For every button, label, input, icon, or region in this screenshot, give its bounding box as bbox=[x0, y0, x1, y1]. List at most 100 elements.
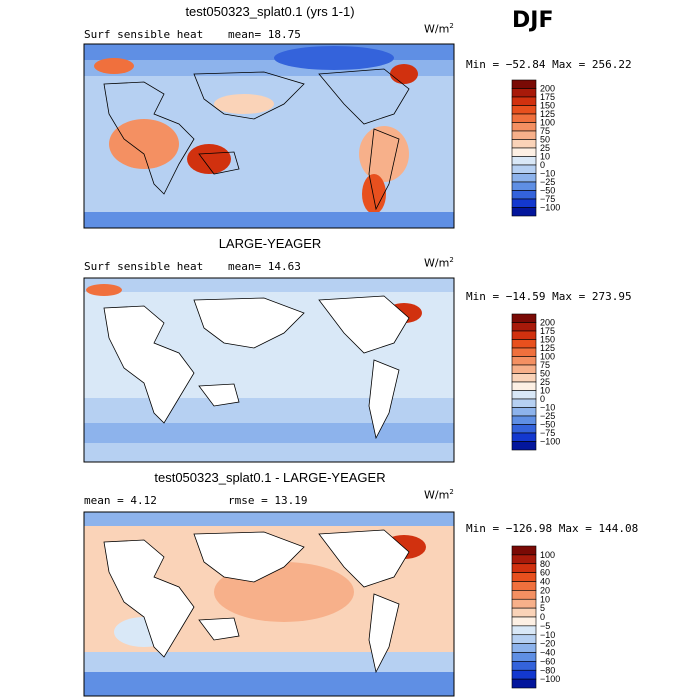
colorbar-swatch bbox=[511, 441, 537, 451]
colorbar-swatch bbox=[511, 113, 537, 123]
colorbar-label: 200 bbox=[540, 84, 555, 94]
colorbar-swatch bbox=[511, 678, 537, 689]
colorbar-swatch bbox=[511, 79, 537, 89]
panel-2-units: W/m2 bbox=[424, 256, 454, 270]
colorbar-swatch bbox=[511, 173, 537, 183]
panel-3-title: test050323_splat0.1 - LARGE-YEAGER bbox=[154, 470, 386, 485]
colorbar-label: −10 bbox=[540, 403, 555, 413]
colorbar-label: −25 bbox=[540, 411, 555, 421]
colorbar-swatch bbox=[511, 139, 537, 149]
colorbar-swatch bbox=[511, 581, 537, 591]
colorbar-swatch bbox=[511, 424, 537, 434]
colorbar-label: 10 bbox=[540, 386, 550, 396]
colorbar-label: 100 bbox=[540, 118, 555, 128]
colorbar-label: −75 bbox=[540, 428, 555, 438]
colorbar-swatch bbox=[511, 545, 537, 556]
colorbar-label: 200 bbox=[540, 318, 555, 328]
colorbar-label: −50 bbox=[540, 420, 555, 430]
colorbar-swatch bbox=[511, 652, 537, 662]
colorbar-swatch bbox=[511, 572, 537, 582]
panel-3-units: W/m2 bbox=[424, 488, 454, 502]
season-label: DJF bbox=[512, 8, 554, 33]
colorbar-swatch bbox=[511, 661, 537, 671]
colorbar-label: 10 bbox=[540, 594, 550, 604]
colorbar-label: −60 bbox=[540, 656, 555, 666]
panel-2-mean: mean= 14.63 bbox=[228, 260, 301, 273]
colorbar-label: −80 bbox=[540, 665, 555, 675]
colorbar-label: 150 bbox=[540, 335, 555, 345]
colorbar-label: 75 bbox=[540, 126, 550, 136]
panel-1-map bbox=[83, 43, 455, 229]
colorbar-label: 20 bbox=[540, 585, 550, 595]
colorbar-label: 40 bbox=[540, 577, 550, 587]
colorbar-swatch bbox=[511, 643, 537, 653]
colorbar-swatch bbox=[511, 407, 537, 417]
colorbar-swatch bbox=[511, 563, 537, 573]
colorbar-label: 125 bbox=[540, 109, 555, 119]
colorbar-swatch bbox=[511, 130, 537, 140]
colorbar-swatch bbox=[511, 616, 537, 627]
colorbar-label: −100 bbox=[540, 437, 560, 447]
colorbar-label: 60 bbox=[540, 568, 550, 578]
colorbar-swatch bbox=[511, 322, 537, 332]
colorbar-label: −5 bbox=[540, 621, 550, 631]
colorbar-swatch bbox=[511, 554, 537, 565]
colorbar-label: 150 bbox=[540, 101, 555, 111]
colorbar-swatch bbox=[511, 415, 537, 425]
colorbar-label: 125 bbox=[540, 343, 555, 353]
colorbar-swatch bbox=[511, 122, 537, 132]
colorbar-label: 75 bbox=[540, 360, 550, 370]
colorbar-label: 100 bbox=[540, 352, 555, 362]
colorbar-swatch bbox=[511, 347, 537, 357]
colorbar-label: −50 bbox=[540, 186, 555, 196]
colorbar-swatch bbox=[511, 147, 537, 157]
colorbar-swatch bbox=[511, 105, 537, 115]
panel-3-mean: mean = 4.12 bbox=[84, 494, 157, 507]
colorbar-swatch bbox=[511, 313, 537, 323]
colorbar-label: −75 bbox=[540, 194, 555, 204]
colorbar-swatch bbox=[511, 181, 537, 191]
colorbar-swatch bbox=[511, 669, 537, 680]
panel-1-mean: mean= 18.75 bbox=[228, 28, 301, 41]
colorbar-label: 175 bbox=[540, 326, 555, 336]
colorbar-swatch bbox=[511, 156, 537, 166]
colorbar-swatch bbox=[511, 607, 537, 618]
colorbar-label: −100 bbox=[540, 203, 560, 213]
colorbar-swatch bbox=[511, 381, 537, 391]
panel-3-minmax: Min = −126.98 Max = 144.08 bbox=[466, 522, 639, 535]
panel-2-map bbox=[83, 277, 455, 463]
colorbar-swatch bbox=[511, 88, 537, 98]
colorbar-swatch bbox=[511, 330, 537, 340]
colorbar-swatch bbox=[511, 96, 537, 106]
colorbar-swatch bbox=[511, 164, 537, 174]
colorbar-label: −40 bbox=[540, 648, 555, 658]
colorbar-label: 100 bbox=[540, 550, 555, 560]
colorbar-label: −10 bbox=[540, 630, 555, 640]
colorbar-label: 0 bbox=[540, 394, 545, 404]
colorbar-swatch bbox=[511, 198, 537, 208]
panel-3-rmse: rmse = 13.19 bbox=[228, 494, 308, 507]
colorbar-swatch bbox=[511, 634, 537, 644]
colorbar-swatch bbox=[511, 207, 537, 217]
colorbar-label: 25 bbox=[540, 143, 550, 153]
panel-3-map bbox=[83, 511, 455, 697]
colorbar-swatch bbox=[511, 390, 537, 400]
colorbar-swatch bbox=[511, 398, 537, 408]
colorbar-label: −100 bbox=[540, 674, 560, 684]
panel-2-variable: Surf sensible heat bbox=[84, 260, 204, 273]
panel-1-minmax: Min = −52.84 Max = 256.22 bbox=[466, 58, 632, 71]
colorbar-label: 10 bbox=[540, 152, 550, 162]
colorbar-swatch bbox=[511, 432, 537, 442]
colorbar-label: 80 bbox=[540, 559, 550, 569]
colorbar-label: −25 bbox=[540, 177, 555, 187]
colorbar-swatch bbox=[511, 598, 537, 609]
panel-2-minmax: Min = −14.59 Max = 273.95 bbox=[466, 290, 632, 303]
colorbar-label: 175 bbox=[540, 92, 555, 102]
panel-2-title: LARGE-YEAGER bbox=[218, 236, 322, 251]
colorbar-label: 50 bbox=[540, 135, 550, 145]
panel-1-variable: Surf sensible heat bbox=[84, 28, 204, 41]
colorbar-swatch bbox=[511, 590, 537, 600]
